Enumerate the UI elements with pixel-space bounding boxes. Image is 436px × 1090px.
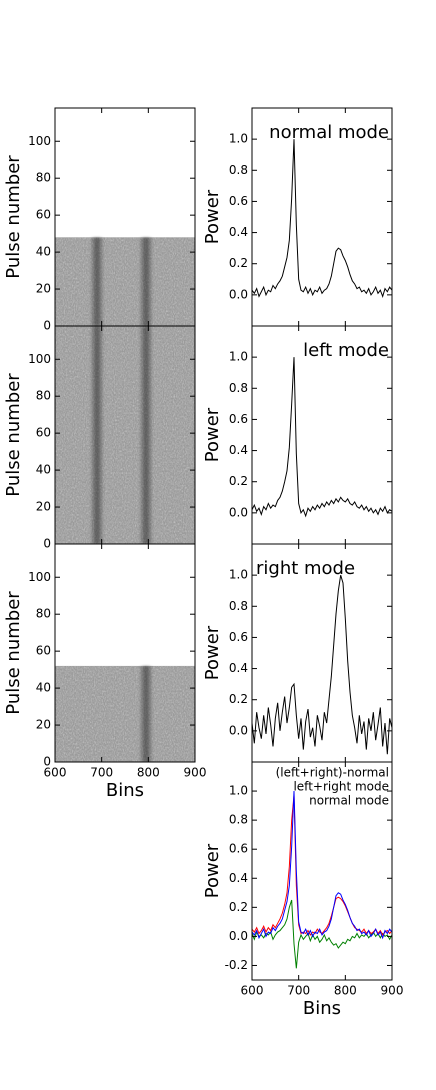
y-tick-label: 0.2	[229, 692, 248, 706]
y-axis-label: Pulse number	[3, 373, 24, 497]
x-axis-label: Bins	[303, 998, 341, 1019]
y-tick-label: 20	[36, 282, 51, 296]
y-tick-label: 40	[36, 463, 51, 477]
component-track	[142, 326, 150, 544]
component-track	[93, 237, 101, 326]
y-tick-label: 80	[36, 607, 51, 621]
mode-label: normal mode	[269, 122, 389, 143]
y-tick-label: 100	[28, 134, 51, 148]
y-tick-label: 40	[36, 681, 51, 695]
y-tick-label: 0.4	[229, 871, 248, 885]
pulse-stack	[55, 237, 195, 326]
y-tick-label: 100	[28, 570, 51, 584]
y-tick-label: 0.0	[229, 287, 248, 301]
profile-line	[252, 899, 392, 969]
component-track	[93, 326, 101, 544]
profile-line	[252, 357, 392, 518]
legend-entry: normal mode	[309, 794, 389, 808]
profiles	[252, 357, 392, 518]
y-tick-label: 40	[36, 245, 51, 259]
y-tick-label: -0.2	[225, 958, 248, 972]
pulse-stack	[55, 665, 195, 762]
y-tick-label: 80	[36, 389, 51, 403]
y-tick-label: 20	[36, 718, 51, 732]
y-axis-label: Power	[202, 407, 223, 462]
profile-line	[252, 139, 392, 298]
y-tick-label: 0.6	[229, 412, 248, 426]
y-tick-label: 100	[28, 352, 51, 366]
y-tick-label: 0.8	[229, 599, 248, 613]
x-tick-label: 800	[334, 984, 357, 998]
y-tick-label: 60	[36, 426, 51, 440]
y-tick-label: 60	[36, 208, 51, 222]
y-tick-label: 0.6	[229, 194, 248, 208]
y-tick-label: 20	[36, 500, 51, 514]
x-tick-label: 700	[287, 984, 310, 998]
y-tick-label: 0	[43, 319, 51, 333]
profile-line	[252, 791, 392, 940]
legend-entry: (left+right)-normal	[276, 766, 389, 780]
y-tick-label: 0.4	[229, 661, 248, 675]
y-tick-label: 0.4	[229, 443, 248, 457]
y-tick-label: 0.2	[229, 256, 248, 270]
profile-line	[252, 574, 392, 755]
y-tick-label: 0.6	[229, 630, 248, 644]
stack-noise	[55, 326, 195, 544]
y-tick-label: 0.8	[229, 163, 248, 177]
y-tick-label: 0.2	[229, 474, 248, 488]
x-axis-label: Bins	[106, 780, 144, 801]
y-tick-label: 60	[36, 644, 51, 658]
stack-noise	[55, 237, 195, 326]
y-axis-label: Pulse number	[3, 591, 24, 715]
component-track	[142, 665, 150, 762]
mode-label: right mode	[256, 558, 355, 579]
y-tick-label: 80	[36, 171, 51, 185]
legend-entry: left+right mode	[293, 780, 389, 794]
profiles	[252, 139, 392, 298]
y-tick-label: 0.0	[229, 505, 248, 519]
x-tick-label: 600	[241, 984, 264, 998]
y-tick-label: 0.0	[229, 723, 248, 737]
y-tick-label: 1.0	[229, 784, 248, 798]
x-tick-label: 900	[381, 984, 404, 998]
y-axis-label: Power	[202, 843, 223, 898]
y-tick-label: 0.8	[229, 813, 248, 827]
x-tick-label: 800	[137, 766, 160, 780]
axes-frame	[54, 543, 196, 763]
profiles	[252, 574, 392, 755]
axes-frame	[251, 761, 393, 981]
x-tick-label: 700	[90, 766, 113, 780]
stack-noise	[55, 665, 195, 762]
y-tick-label: 0.8	[229, 381, 248, 395]
x-tick-label: 900	[184, 766, 207, 780]
y-tick-label: 1.0	[229, 132, 248, 146]
y-axis-label: Power	[202, 625, 223, 680]
pulse-stack	[55, 326, 195, 544]
component-track	[142, 237, 150, 326]
profiles	[252, 791, 392, 969]
y-tick-label: 0	[43, 755, 51, 769]
y-tick-label: 0.2	[229, 900, 248, 914]
y-tick-label: 0.6	[229, 842, 248, 856]
mode-label: left mode	[303, 340, 389, 361]
y-tick-label: 0.0	[229, 929, 248, 943]
profile-line	[252, 795, 392, 936]
y-axis-label: Pulse number	[3, 155, 24, 279]
y-tick-label: 1.0	[229, 350, 248, 364]
y-tick-label: 0	[43, 537, 51, 551]
y-axis-label: Power	[202, 189, 223, 244]
x-tick-label: 600	[44, 766, 67, 780]
y-tick-label: 0.4	[229, 225, 248, 239]
y-tick-label: 1.0	[229, 568, 248, 582]
